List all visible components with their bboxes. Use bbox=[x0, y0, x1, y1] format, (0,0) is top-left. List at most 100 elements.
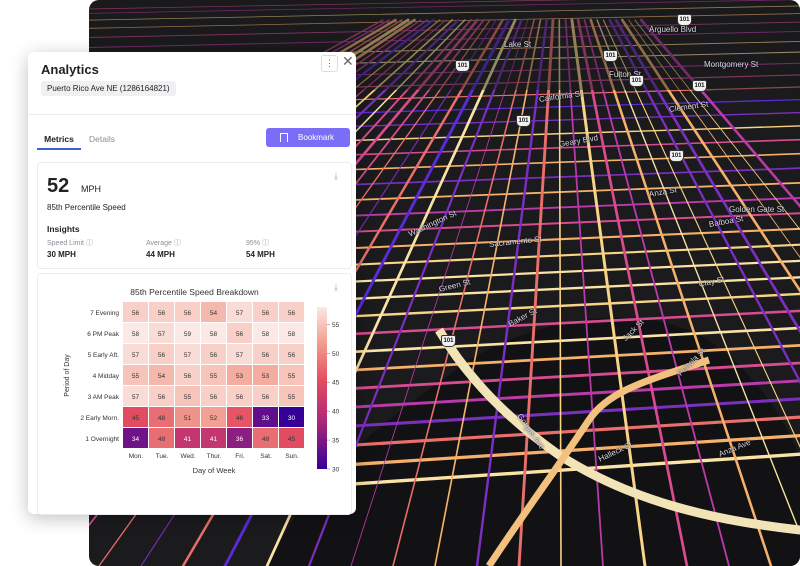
street-segment bbox=[475, 18, 548, 566]
speed-limit-value: 30 MPH bbox=[47, 250, 76, 259]
heatmap-cell bbox=[175, 365, 200, 385]
more-options-icon[interactable]: ⋮ bbox=[321, 55, 338, 72]
street-segment bbox=[89, 30, 800, 48]
cell-value: 53 bbox=[262, 373, 270, 380]
cell-value: 56 bbox=[288, 310, 296, 317]
cell-value: 55 bbox=[210, 373, 218, 380]
cell-value: 56 bbox=[288, 352, 296, 359]
cell-value: 56 bbox=[158, 394, 166, 401]
heatmap-cell bbox=[123, 428, 148, 448]
heatmap-cell bbox=[149, 407, 174, 427]
heatmap-cell bbox=[279, 407, 304, 427]
bookmark-button[interactable]: Bookmark bbox=[266, 128, 350, 147]
heatmap-cell bbox=[227, 386, 252, 406]
cell-value: 54 bbox=[158, 373, 166, 380]
tab-details[interactable]: Details bbox=[89, 134, 115, 144]
y-tick-label: 6 PM Peak bbox=[87, 331, 120, 338]
cell-value: 55 bbox=[288, 394, 296, 401]
analytics-panel: Analytics ⋮ ✕ Puerto Rico Ave NE (128616… bbox=[28, 52, 356, 515]
heatmap-cell bbox=[149, 365, 174, 385]
cell-value: 58 bbox=[210, 331, 218, 338]
cell-value: 56 bbox=[210, 394, 218, 401]
colorbar-tick-label: 55 bbox=[332, 322, 340, 329]
cell-value: 57 bbox=[158, 331, 166, 338]
heatmap-cell bbox=[175, 386, 200, 406]
street-label: Golden Gate St bbox=[729, 205, 785, 214]
chart-title: 85th Percentile Speed Breakdown bbox=[130, 287, 259, 297]
heatmap-cell bbox=[123, 386, 148, 406]
heatmap-chart: 56 56 56 54 57 56 56 58 57 59 58 56 58 58 57 56 57 56 57 56… bbox=[64, 302, 340, 475]
heatmap-cell bbox=[149, 428, 174, 448]
speed-value: 52 bbox=[47, 175, 70, 197]
cell-value: 57 bbox=[236, 352, 244, 359]
street-segment bbox=[602, 19, 800, 449]
highway-ramp bbox=[486, 356, 711, 566]
street-label: Lake St bbox=[504, 40, 532, 49]
p95-value: 54 MPH bbox=[246, 250, 275, 259]
y-axis-label: Period of Day bbox=[64, 354, 71, 397]
cell-value: 45 bbox=[132, 415, 140, 422]
heatmap-cell bbox=[253, 365, 278, 385]
colorbar-tick-label: 50 bbox=[332, 351, 340, 358]
heatmap-cell bbox=[253, 428, 278, 448]
cell-value: 46 bbox=[236, 415, 244, 422]
y-tick-label: 2 Early Morn. bbox=[80, 415, 119, 422]
cell-value: 41 bbox=[184, 436, 192, 443]
street-segment bbox=[89, 5, 800, 21]
highway-shield-icon: 101 bbox=[603, 50, 618, 62]
x-tick-label: Mon. bbox=[129, 453, 144, 460]
street-label: Montgomery St bbox=[704, 60, 759, 69]
cell-value: 41 bbox=[210, 436, 218, 443]
heatmap-cell bbox=[201, 407, 226, 427]
street-segment bbox=[583, 19, 730, 566]
street-segment bbox=[89, 0, 799, 14]
cell-value: 56 bbox=[184, 373, 192, 380]
average-label: Average ⓘ bbox=[146, 240, 181, 247]
street-segment bbox=[558, 19, 562, 566]
cell-value: 48 bbox=[158, 415, 166, 422]
cell-value: 55 bbox=[184, 394, 192, 401]
bookmark-icon bbox=[280, 133, 288, 142]
cell-value: 56 bbox=[262, 394, 270, 401]
cell-value: 56 bbox=[184, 310, 192, 317]
cell-value: 34 bbox=[132, 436, 140, 443]
colorbar-tick-label: 35 bbox=[332, 438, 340, 445]
heatmap-cell bbox=[175, 323, 200, 343]
cell-value: 56 bbox=[236, 394, 244, 401]
heatmap-cell bbox=[279, 302, 304, 322]
tab-metrics[interactable]: Metrics bbox=[37, 134, 81, 150]
highway-shield-icon: 101 bbox=[677, 14, 692, 26]
cell-value: 33 bbox=[262, 415, 270, 422]
heatmap-cell bbox=[123, 365, 148, 385]
street-segment bbox=[350, 19, 529, 566]
close-icon[interactable]: ✕ bbox=[342, 53, 354, 69]
heatmap-cell bbox=[175, 407, 200, 427]
cell-value: 56 bbox=[236, 331, 244, 338]
heatmap-cell bbox=[149, 323, 174, 343]
street-label: Arguello Blvd bbox=[649, 25, 697, 34]
heatmap-cell bbox=[253, 323, 278, 343]
cell-value: 56 bbox=[262, 310, 270, 317]
y-tick-label: 5 Early Aft. bbox=[88, 352, 120, 359]
heatmap-cell bbox=[279, 386, 304, 406]
heatmap-cell bbox=[253, 344, 278, 364]
highway-shield-icon: 101 bbox=[516, 115, 531, 127]
speed-label: 85th Percentile Speed bbox=[47, 203, 126, 212]
cell-value: 45 bbox=[288, 436, 296, 443]
x-tick-label: Thur. bbox=[207, 453, 222, 460]
colorbar-tick-label: 30 bbox=[332, 467, 340, 474]
download-icon[interactable]: ⤓ bbox=[334, 171, 338, 181]
speed-unit: MPH bbox=[81, 184, 101, 194]
cell-value: 53 bbox=[236, 373, 244, 380]
street-segment bbox=[517, 18, 555, 566]
cell-value: 56 bbox=[262, 352, 270, 359]
speed-limit-label: Speed Limit ⓘ bbox=[47, 240, 93, 247]
y-tick-label: 4 Midday bbox=[93, 373, 120, 380]
download-icon[interactable]: ⤓ bbox=[334, 282, 338, 292]
cell-value: 55 bbox=[132, 373, 140, 380]
heatmap-cell bbox=[279, 428, 304, 448]
street-segment bbox=[589, 18, 773, 566]
heatmap-cell bbox=[227, 407, 252, 427]
cell-value: 36 bbox=[236, 436, 244, 443]
street-segment bbox=[614, 18, 800, 334]
